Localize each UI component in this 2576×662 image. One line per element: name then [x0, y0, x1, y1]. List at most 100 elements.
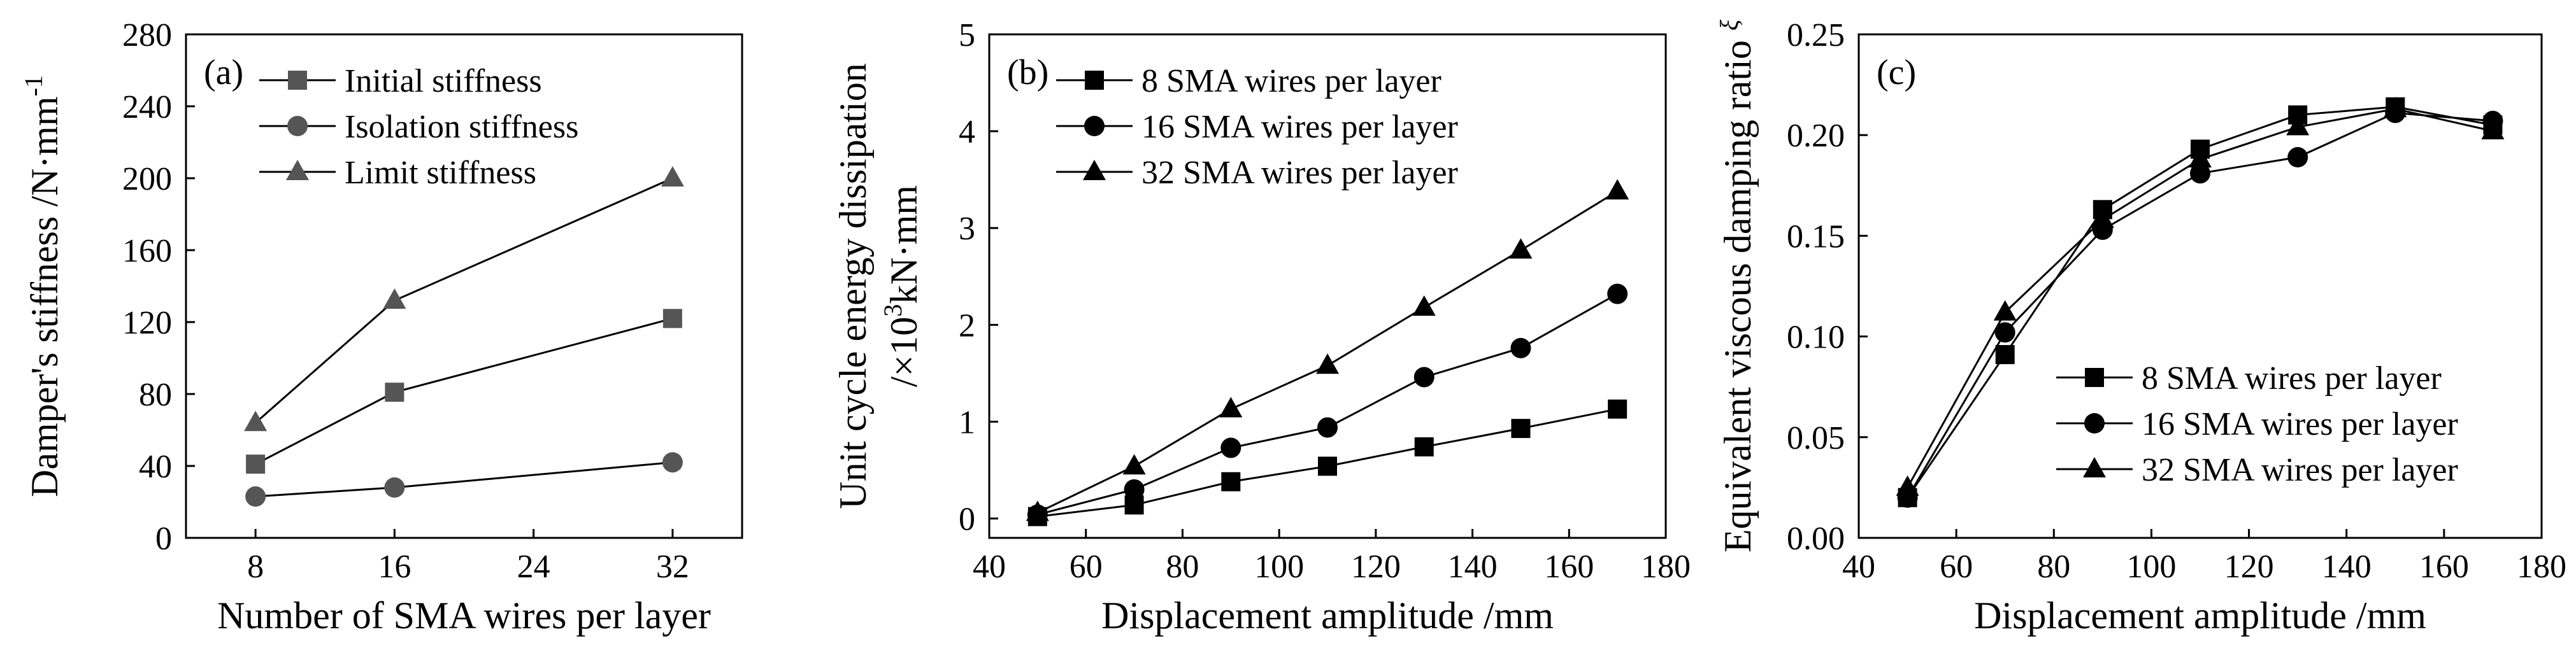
series-3-point [1896, 475, 1919, 496]
y-tick-label: 2 [959, 307, 975, 344]
x-tick-label: 80 [2037, 549, 2070, 585]
legend-marker-2 [1084, 116, 1105, 136]
series-line-2 [1037, 293, 1618, 516]
y-axis-label-line1: Unit cycle energy dissipation [832, 63, 874, 509]
series-1-point [1414, 437, 1434, 457]
y-axis-label-line2-post: kN·mm [883, 185, 925, 304]
legend-label-2: 16 SMA wires per layer [2142, 406, 2458, 442]
y-tick-label: 40 [139, 449, 172, 485]
x-tick-label: 80 [1166, 549, 1199, 585]
x-tick-label: 24 [517, 549, 550, 585]
legend-label-2: Isolation stiffness [345, 109, 578, 145]
series-3-point [244, 411, 268, 432]
series-2-point [1994, 322, 2015, 343]
y-tick-label: 280 [122, 17, 172, 53]
series-3-point [1122, 454, 1146, 475]
legend-label-3: Limit stiffness [345, 155, 536, 191]
legend-marker-2 [2084, 413, 2105, 433]
x-axis-label: Displacement amplitude /mm [1974, 595, 2426, 637]
x-tick-label: 120 [1351, 549, 1401, 585]
series-3-point [1316, 353, 1339, 374]
series-2-point [2287, 147, 2308, 168]
x-tick-label: 60 [1940, 549, 1973, 585]
y-axis-label-sup: -1 [19, 75, 48, 96]
panel-c: 40 60 80 100 120 140 160 180 0.00 0.05 0.10 0.15 0.2… [1715, 17, 2566, 637]
series-line-2 [255, 461, 673, 498]
legend-label-3: 32 SMA wires per layer [2142, 452, 2458, 488]
x-tick-label: 40 [1842, 549, 1875, 585]
series-3-point [1412, 295, 1436, 316]
y-tick-label: 4 [959, 114, 975, 150]
x-tick-label: 180 [2517, 549, 2566, 585]
x-tick-label: 100 [1254, 549, 1304, 585]
y-tick-label: 0 [959, 502, 975, 538]
x-tick-label: 8 [247, 549, 264, 585]
y-tick-label: 0.10 [1787, 320, 1845, 356]
series-2-point [384, 477, 405, 498]
legend-marker-3 [2083, 457, 2106, 477]
series-3-point [2481, 118, 2505, 139]
legend-label-1: Initial stiffness [345, 63, 542, 99]
y-tick-label: 5 [959, 17, 975, 53]
x-tick-label: 40 [973, 549, 1006, 585]
y-axis-label-line2-pre: /×10 [883, 317, 925, 388]
x-tick-label: 160 [1544, 549, 1594, 585]
series-2-point [1317, 417, 1338, 438]
legend-marker-3 [1083, 160, 1106, 180]
x-axis-label: Displacement amplitude /mm [1101, 595, 1554, 637]
y-axis-label-line2: /×103kN·mm [878, 185, 925, 387]
series-2-point [2190, 163, 2210, 184]
x-tick-label: 32 [656, 549, 689, 585]
series-3-point [661, 166, 684, 187]
y-axis-label: Damper's stiffness /N·mm-1 [19, 75, 66, 497]
plot-frame [988, 33, 1667, 539]
series-1-point [1995, 345, 2015, 365]
y-tick-label: 0.05 [1787, 420, 1845, 456]
legend-label-2: 16 SMA wires per layer [1141, 109, 1458, 145]
series-line-1 [255, 317, 673, 465]
series-1-point [1318, 456, 1337, 476]
x-tick-label: 180 [1641, 549, 1691, 585]
series-2-point [1124, 479, 1145, 500]
series-2-point [1413, 367, 1435, 388]
legend-label-1: 8 SMA wires per layer [2142, 360, 2442, 397]
legend-marker-2 [287, 116, 308, 136]
x-tick-label: 120 [2224, 549, 2274, 585]
series-2-point [1607, 283, 1628, 304]
y-axis-label-main: Damper's stiffness /N·mm [24, 96, 66, 497]
x-tick-label: 160 [2419, 549, 2469, 585]
panel-b: 40 60 80 100 120 140 160 180 0 1 2 3 4 5 Displacement … [832, 17, 1691, 637]
series-3-point [383, 288, 406, 309]
series-2-point [1220, 437, 1241, 458]
x-tick-label: 100 [2126, 549, 2176, 585]
y-tick-label: 0.25 [1787, 17, 1845, 53]
legend-marker-3 [286, 160, 309, 180]
y-tick-label: 80 [139, 377, 172, 413]
series-3-point [2091, 208, 2114, 229]
y-tick-label: 0.20 [1787, 118, 1845, 154]
y-tick-label: 1 [959, 404, 975, 440]
y-tick-label: 0 [155, 521, 172, 557]
y-axis-label-line2-sup: 3 [878, 304, 907, 317]
y-tick-label: 200 [122, 161, 172, 197]
series-3-point [1026, 500, 1049, 521]
x-tick-label: 16 [378, 549, 411, 585]
y-tick-label: 0.00 [1787, 521, 1845, 557]
y-tick-label: 0.15 [1787, 218, 1845, 255]
series-1-point [246, 454, 266, 474]
panel-label: (c) [1877, 53, 1916, 92]
y-tick-label: 240 [122, 89, 172, 125]
panel-label: (b) [1007, 53, 1048, 92]
plot-frame [1857, 33, 2543, 539]
series-1-point [1511, 419, 1531, 439]
plot-frame [185, 33, 743, 539]
series-2-point [1510, 337, 1531, 358]
legend-label-3: 32 SMA wires per layer [1141, 155, 1458, 191]
y-axis-label-main: Equivalent viscous damping ratio [1717, 31, 1759, 553]
series-2-point [245, 486, 266, 507]
panel-a: 8 16 24 32 0 40 80 120 160 200 240 280 Number of SMA… [19, 17, 743, 637]
legend-marker-1 [288, 71, 307, 90]
x-tick-label: 140 [2322, 549, 2372, 585]
y-tick-label: 3 [959, 211, 975, 247]
